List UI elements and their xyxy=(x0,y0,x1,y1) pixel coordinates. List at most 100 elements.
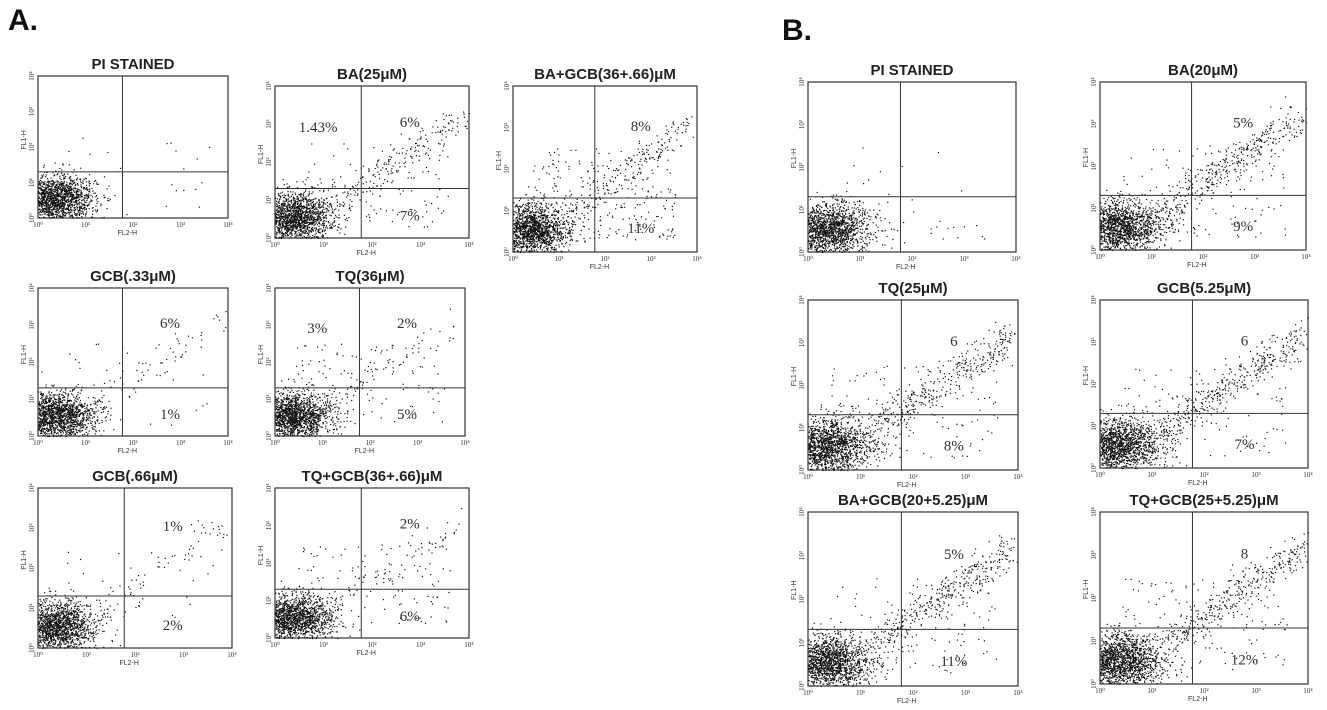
event-dot xyxy=(308,193,310,195)
event-dot xyxy=(276,216,278,218)
event-dot xyxy=(617,191,619,193)
event-dot xyxy=(53,183,55,185)
event-dot xyxy=(515,226,517,229)
event-dot xyxy=(529,242,531,244)
event-dot xyxy=(290,220,292,222)
event-dot xyxy=(62,187,64,189)
event-dot xyxy=(526,225,528,227)
event-dot xyxy=(309,219,311,221)
event-dot xyxy=(518,227,520,229)
event-dot xyxy=(553,230,555,232)
event-dot xyxy=(66,431,69,433)
event-dot xyxy=(301,217,303,219)
event-dot xyxy=(53,202,55,204)
event-dot xyxy=(277,227,279,229)
event-dot xyxy=(304,213,307,215)
event-dot xyxy=(62,189,64,191)
event-dot xyxy=(579,163,581,165)
event-dot xyxy=(637,173,639,175)
event-dot xyxy=(305,207,307,209)
event-dot xyxy=(307,215,309,217)
event-dot xyxy=(630,182,632,184)
event-dot xyxy=(302,206,304,208)
event-dot xyxy=(543,231,545,233)
event-dot xyxy=(541,234,543,236)
event-dot xyxy=(355,185,357,187)
event-dot xyxy=(525,205,528,207)
event-dot xyxy=(56,180,58,182)
event-dot xyxy=(534,213,536,215)
event-dot xyxy=(517,246,519,248)
event-dot xyxy=(65,388,67,390)
event-dot xyxy=(65,189,68,191)
event-dot xyxy=(540,234,542,236)
event-dot xyxy=(101,411,103,414)
event-dot xyxy=(438,159,440,161)
event-dot xyxy=(346,217,348,220)
event-dot xyxy=(97,201,99,203)
event-dot xyxy=(319,178,321,180)
event-dot xyxy=(530,215,532,217)
event-dot xyxy=(589,184,591,186)
event-dot xyxy=(289,222,292,224)
event-dot xyxy=(311,211,313,213)
event-dot xyxy=(627,234,629,236)
event-dot xyxy=(518,227,520,229)
event-dot xyxy=(49,198,51,200)
event-dot xyxy=(49,399,51,401)
event-dot xyxy=(58,195,60,198)
event-dot xyxy=(286,198,288,200)
event-dot xyxy=(544,209,546,211)
event-dot xyxy=(277,237,279,239)
event-dot xyxy=(531,230,533,232)
event-dot xyxy=(291,215,293,217)
event-dot xyxy=(63,180,65,183)
event-dot xyxy=(297,224,299,226)
event-dot xyxy=(322,217,324,219)
event-dot xyxy=(546,230,548,232)
event-dot xyxy=(538,230,540,232)
event-dot xyxy=(643,153,645,155)
event-dot xyxy=(74,209,76,212)
event-dot xyxy=(535,217,537,219)
event-dot xyxy=(557,238,559,240)
event-dot xyxy=(63,208,65,210)
event-dot xyxy=(284,227,286,229)
event-dot xyxy=(556,190,559,192)
event-dot xyxy=(516,228,518,230)
event-dot xyxy=(566,228,568,230)
event-dot xyxy=(522,233,524,235)
event-dot xyxy=(556,229,558,231)
event-dot xyxy=(638,167,641,169)
event-dot xyxy=(50,199,52,201)
event-dot xyxy=(538,223,540,225)
event-dot xyxy=(387,159,390,161)
event-dot xyxy=(565,228,567,230)
event-dot xyxy=(377,161,379,163)
event-dot xyxy=(424,146,426,148)
event-dot xyxy=(373,182,375,184)
event-dot xyxy=(659,156,662,158)
event-dot xyxy=(536,236,538,238)
event-dot xyxy=(369,216,371,218)
event-dot xyxy=(62,215,64,217)
event-dot xyxy=(175,190,177,192)
event-dot xyxy=(81,182,83,184)
event-dot xyxy=(578,217,580,219)
event-dot xyxy=(531,198,533,200)
event-dot xyxy=(297,220,299,222)
event-dot xyxy=(606,185,608,187)
event-dot xyxy=(322,224,324,226)
event-dot xyxy=(531,225,533,228)
event-dot xyxy=(323,216,325,219)
event-dot xyxy=(328,210,330,212)
event-dot xyxy=(57,186,59,188)
event-dot xyxy=(40,197,42,199)
event-dot xyxy=(569,227,571,229)
event-dot xyxy=(596,186,598,189)
event-dot xyxy=(365,215,368,217)
event-dot xyxy=(414,150,416,153)
event-dot xyxy=(559,234,561,236)
event-dot xyxy=(584,206,586,208)
event-dot xyxy=(542,221,544,223)
